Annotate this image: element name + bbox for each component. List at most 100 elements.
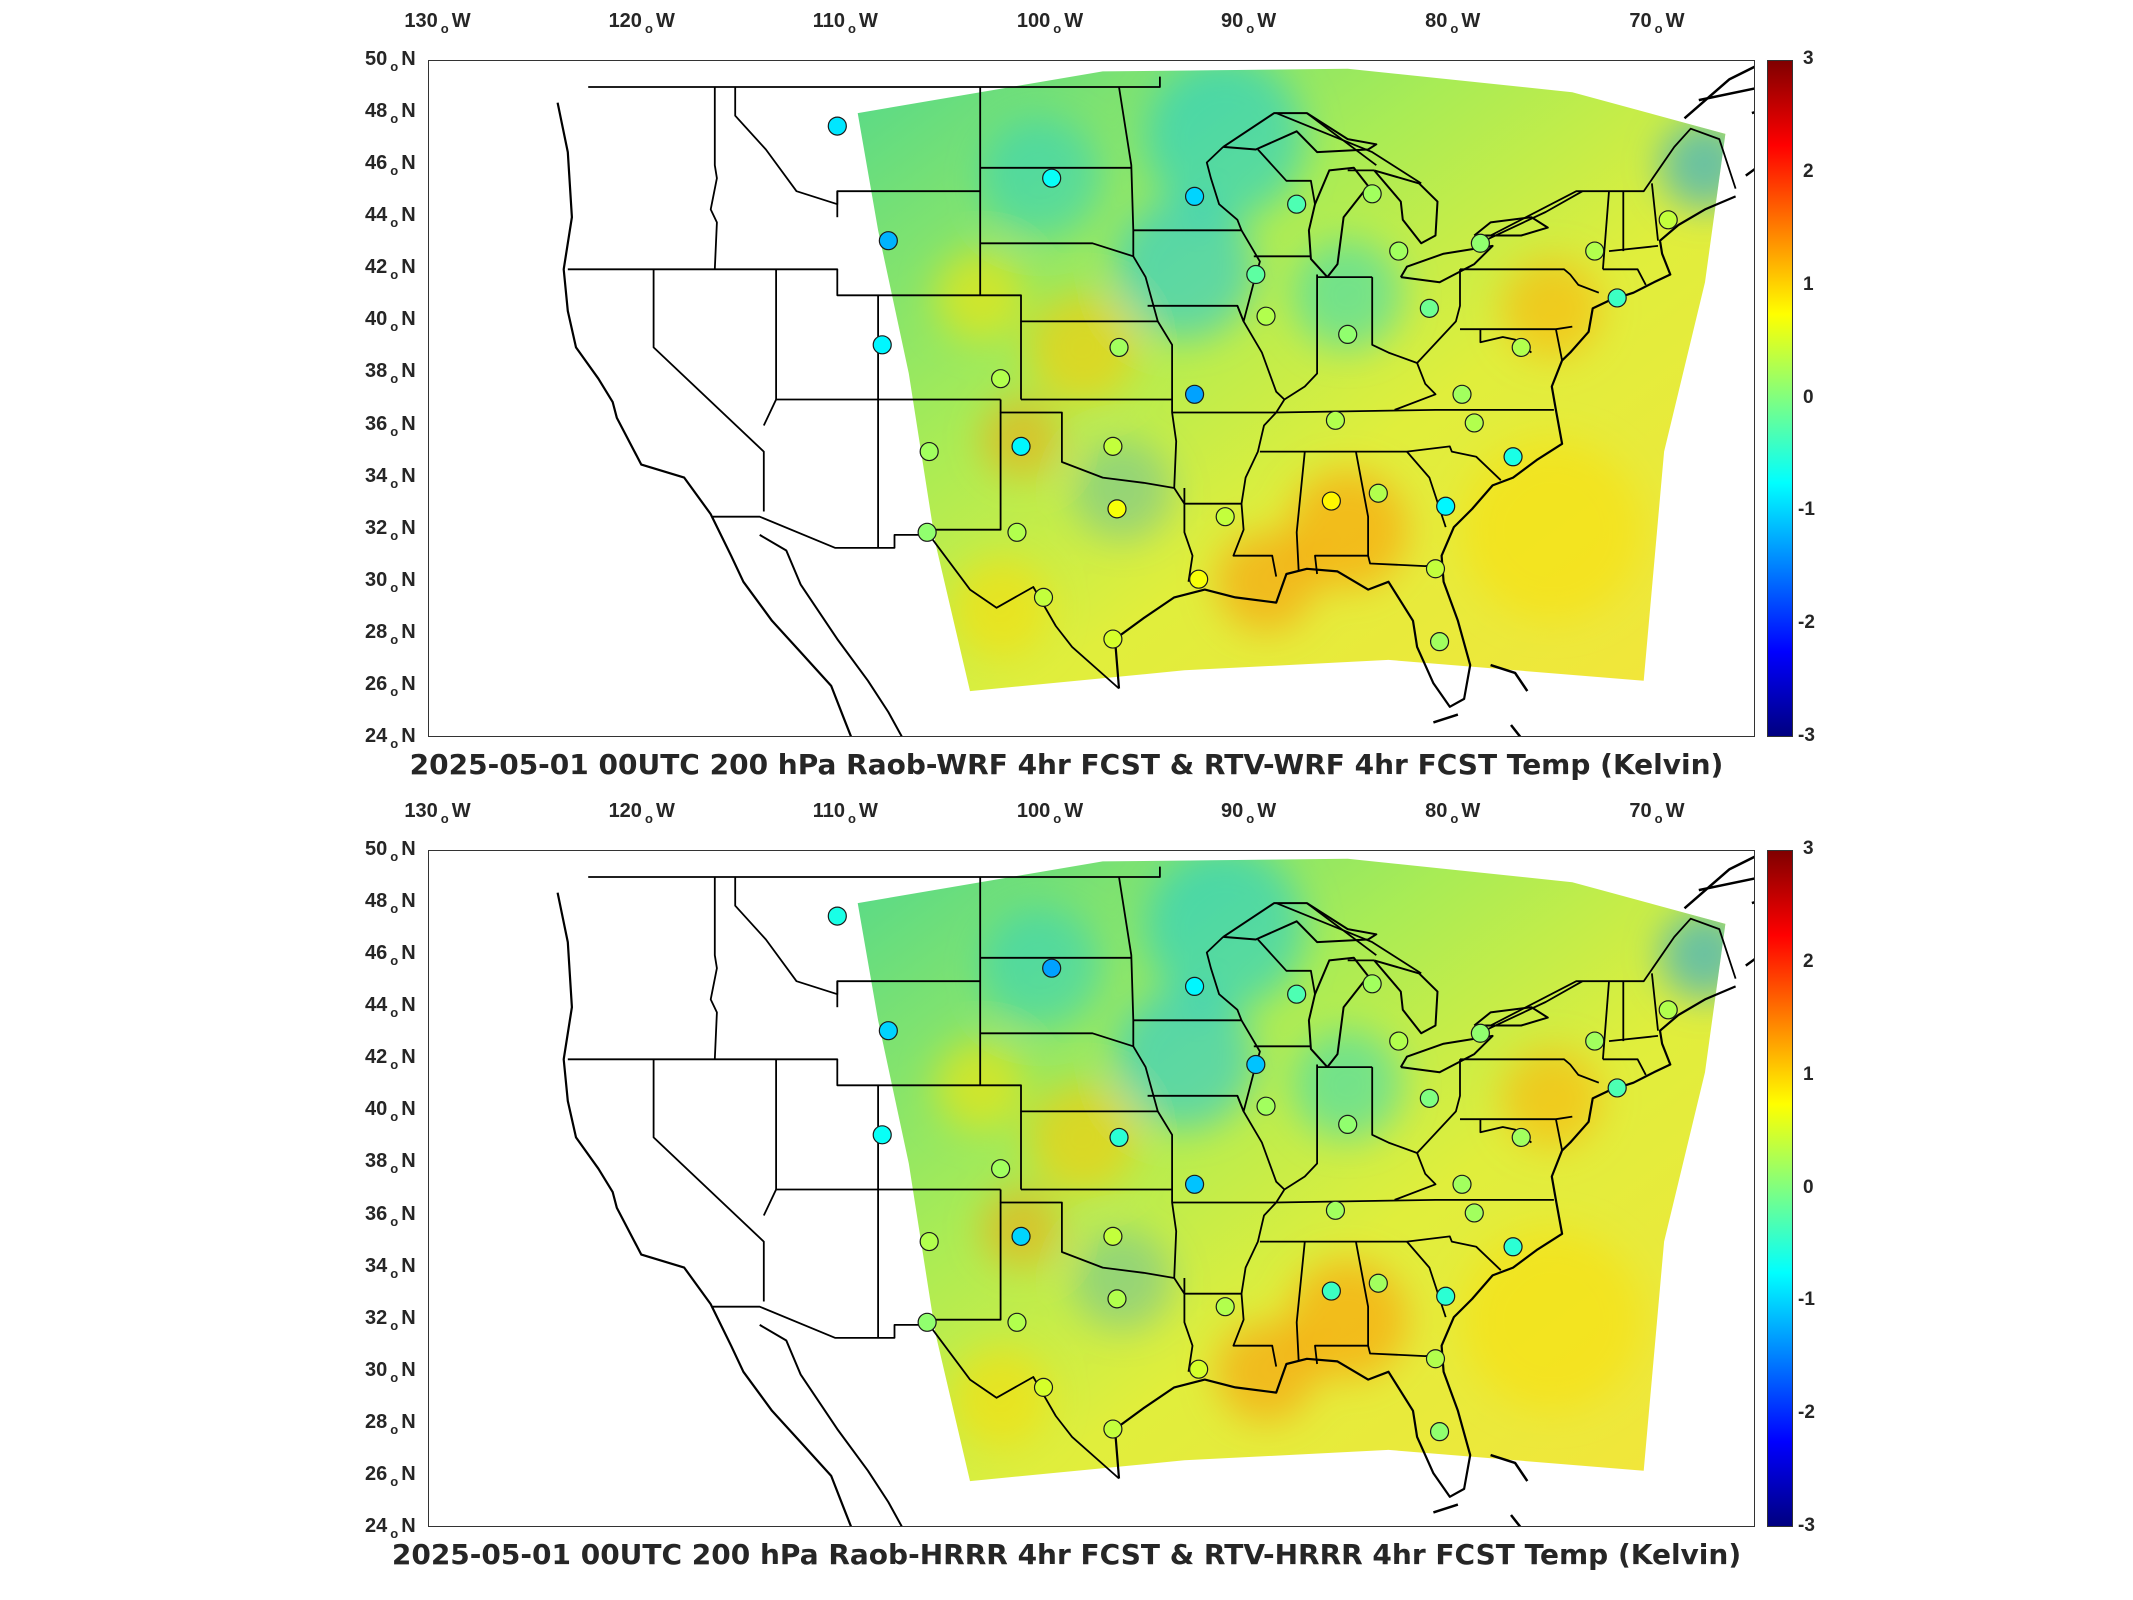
state-border	[1306, 902, 1377, 956]
lat-tick-label: 30 o N	[365, 1358, 416, 1385]
raob-station-marker	[1189, 569, 1209, 589]
lon-tick-label: 80 o W	[1425, 800, 1481, 826]
raob-station-marker	[1256, 1096, 1276, 1116]
state-border	[1608, 245, 1659, 252]
raob-station-marker	[1585, 1031, 1605, 1051]
raob-station-marker	[1425, 1349, 1446, 1369]
state-border	[1314, 1241, 1369, 1365]
lat-tick-label: 46 o N	[365, 152, 416, 179]
lake-outline	[1307, 956, 1370, 1068]
lon-tick-label: 130 o W	[404, 10, 471, 36]
state-border	[1232, 1064, 1318, 1367]
raob-station-marker	[919, 441, 939, 462]
raob-station-marker	[991, 369, 1011, 389]
state-border	[980, 242, 1134, 258]
lat-tick-label: 36 o N	[365, 1202, 416, 1229]
raob-station-marker	[1184, 1174, 1205, 1194]
coastline	[1113, 985, 1737, 1498]
lat-tick-label: 38 o N	[365, 360, 416, 387]
raob-station-marker	[1464, 1203, 1484, 1223]
raob-station-marker	[1103, 436, 1123, 456]
coastline	[1113, 195, 1737, 708]
field-anomaly	[1114, 989, 1255, 1130]
colorbar-tick-label: -2	[1798, 612, 1815, 634]
state-border	[1602, 981, 1610, 1060]
state-border	[1259, 1235, 1502, 1271]
coastline	[556, 892, 852, 1526]
raob-station-marker	[1215, 1297, 1235, 1317]
state-border	[762, 1059, 777, 1216]
raob-station-marker	[1321, 491, 1341, 511]
state-border	[1236, 1095, 1286, 1191]
coastline	[1698, 87, 1754, 102]
raob-station-marker	[1184, 186, 1205, 206]
lat-tick-label: 42 o N	[365, 256, 416, 283]
coastline	[1510, 724, 1522, 736]
lon-tick-label: 130 o W	[404, 800, 471, 826]
raob-station-marker	[1103, 629, 1123, 649]
field-anomaly	[950, 557, 1051, 658]
lat-tick-label: 34 o N	[365, 1254, 416, 1281]
raob-station-marker	[1368, 1273, 1388, 1293]
state-border	[1651, 973, 1659, 1031]
raob-station-marker	[1011, 1226, 1031, 1246]
lon-tick-label: 90 o W	[1221, 10, 1277, 36]
raob-station-marker	[1256, 306, 1276, 326]
raob-station-marker	[878, 1021, 898, 1041]
field-anomaly	[1145, 858, 1306, 1010]
colorbar-tick-label: 2	[1803, 160, 1814, 182]
state-border	[1275, 112, 1422, 185]
raob-station-marker	[917, 522, 937, 542]
lon-tick-label: 90 o W	[1221, 800, 1277, 826]
lat-tick-label: 48 o N	[365, 100, 416, 127]
state-border	[1651, 183, 1659, 241]
state-border	[588, 76, 1161, 88]
lat-tick-label: 40 o N	[365, 1098, 416, 1125]
field-anomaly	[1114, 199, 1255, 340]
state-border	[1172, 409, 1554, 414]
coastline	[1433, 713, 1459, 724]
raob-station-marker	[1470, 233, 1490, 253]
state-border	[927, 412, 1002, 531]
raob-station-marker	[872, 335, 892, 355]
state-border	[712, 1305, 1120, 1480]
lake-outline	[1307, 166, 1370, 278]
raob-station-marker	[1464, 413, 1484, 433]
state-border	[1416, 269, 1461, 364]
lat-tick-label: 48 o N	[365, 890, 416, 917]
state-border	[1257, 148, 1316, 205]
raob-station-marker	[1436, 496, 1456, 516]
raob-station-marker	[1429, 1422, 1450, 1442]
state-border	[1602, 191, 1610, 270]
raob-station-marker	[917, 1312, 937, 1332]
colorbar-tick-label: 1	[1803, 273, 1814, 295]
field-anomaly	[1027, 292, 1138, 403]
colorbar-tick-label: 0	[1803, 386, 1814, 408]
colorbar-tick-label: 0	[1803, 1176, 1814, 1198]
raob-station-marker	[878, 231, 898, 251]
lat-tick-label: 28 o N	[365, 1410, 416, 1437]
lon-tick-label: 110 o W	[812, 10, 878, 36]
state-border	[1295, 451, 1306, 572]
state-border	[1490, 127, 1737, 237]
lat-tick-label: 28 o N	[365, 620, 416, 647]
state-border	[1172, 1199, 1554, 1204]
raob-station-marker	[1470, 1023, 1490, 1043]
raob-station-marker	[1436, 1286, 1456, 1306]
raob-station-marker	[872, 1125, 892, 1145]
state-border	[1608, 1035, 1659, 1042]
raob-station-marker	[1338, 1114, 1358, 1135]
raob-station-marker	[1246, 264, 1266, 285]
lat-tick-label: 36 o N	[365, 412, 416, 439]
state-border	[1555, 329, 1563, 361]
lake-outline	[1473, 1006, 1549, 1027]
state-border	[1259, 445, 1502, 481]
lon-tick-label: 110 o W	[812, 800, 878, 826]
lat-tick-label: 30 o N	[365, 568, 416, 595]
lat-tick-label: 32 o N	[365, 1306, 416, 1333]
raob-station-marker	[1389, 1031, 1409, 1051]
lat-tick-label: 38 o N	[365, 1150, 416, 1177]
lat-tick-label: 24 o N	[365, 725, 416, 751]
lat-tick-label: 40 o N	[365, 308, 416, 335]
lon-tick-label: 70 o W	[1629, 800, 1685, 826]
